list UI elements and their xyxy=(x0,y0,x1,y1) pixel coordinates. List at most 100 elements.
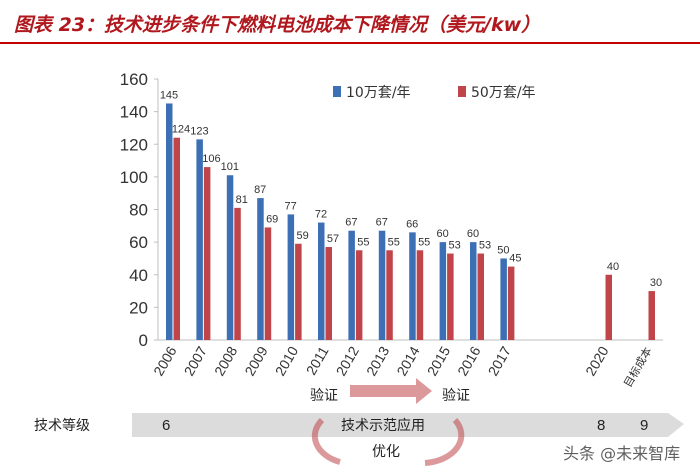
x-tick-label: 2011 xyxy=(303,343,332,377)
bar xyxy=(378,230,386,340)
cycle-arrow-right xyxy=(424,417,465,466)
bar xyxy=(507,266,515,340)
data-label: 55 xyxy=(357,236,369,248)
bar xyxy=(234,207,241,340)
x-tick-label: 2013 xyxy=(363,343,393,378)
bar xyxy=(257,198,264,340)
bar xyxy=(295,243,302,340)
x-tick-label: 2017 xyxy=(485,343,515,378)
x-tick-label: 目标成本 xyxy=(620,345,654,390)
data-label: 124 xyxy=(172,124,190,136)
bar xyxy=(409,232,416,340)
y-tick-label: 120 xyxy=(120,135,148,154)
bar xyxy=(264,227,272,340)
y-tick-label: 100 xyxy=(120,168,148,187)
bar xyxy=(470,242,477,340)
data-label: 66 xyxy=(406,218,418,230)
axes: 0 20 40 60 80 100 120 140 160 xyxy=(120,70,663,350)
data-label: 77 xyxy=(284,200,296,212)
bar xyxy=(287,214,295,340)
verify-right-label: 验证 xyxy=(442,388,470,404)
bar xyxy=(386,250,393,340)
legend-swatch-series2 xyxy=(458,86,466,97)
level-8: 8 xyxy=(597,417,605,434)
bar xyxy=(325,247,332,340)
x-tick-labels: 2006 2007 2008 2009 2010 2011 2012 2013 2014 2015… xyxy=(150,343,654,389)
data-label: 53 xyxy=(448,240,460,252)
bar xyxy=(196,139,203,340)
data-label: 53 xyxy=(479,240,491,252)
data-label: 145 xyxy=(160,89,178,101)
x-tick-label: 2010 xyxy=(272,343,302,378)
bar xyxy=(355,250,363,340)
bar xyxy=(226,175,234,340)
data-label: 87 xyxy=(254,184,266,196)
data-label: 67 xyxy=(376,217,388,229)
cycle-arrow-left xyxy=(311,417,341,465)
data-label: 57 xyxy=(327,233,339,245)
data-label: 45 xyxy=(509,253,521,265)
y-tick-label: 140 xyxy=(120,103,148,122)
data-label: 81 xyxy=(236,194,248,206)
y-tick-label: 20 xyxy=(129,298,148,317)
data-label: 50 xyxy=(497,244,509,256)
legend: 10万套/年 50万套/年 xyxy=(333,85,536,101)
data-label: 106 xyxy=(202,153,220,165)
verify-arrow xyxy=(350,378,432,404)
x-tick-label: 2008 xyxy=(211,343,241,378)
verify-left-label: 验证 xyxy=(310,388,338,404)
bar xyxy=(416,250,424,340)
bar xyxy=(648,291,655,340)
annotation-area: 验证 验证 技术等级 6 技术示范应用 8 9 优化 xyxy=(34,378,684,466)
x-tick-label: 2014 xyxy=(393,343,423,378)
data-label: 101 xyxy=(221,161,239,173)
data-labels: 145 123 101 87 77 72 67 67 66 60 60 50 124 106 81 69 59 5… xyxy=(160,89,662,289)
data-label: 123 xyxy=(190,125,208,137)
bar xyxy=(477,253,484,340)
bar xyxy=(166,103,173,340)
data-label: 60 xyxy=(467,228,479,240)
bars xyxy=(166,103,655,340)
legend-swatch-series1 xyxy=(333,86,341,97)
chart-title: 图表 23：技术进步条件下燃料电池成本下降情况（美元/kw） xyxy=(14,14,541,36)
x-tick-label: 2012 xyxy=(333,343,363,378)
y-tick-label: 0 xyxy=(139,331,148,350)
y-tick-label: 160 xyxy=(120,70,148,89)
x-tick-label: 2020 xyxy=(582,343,612,378)
bar xyxy=(348,230,355,340)
x-tick-label: 2015 xyxy=(424,343,454,378)
header: 图表 23：技术进步条件下燃料电池成本下降情况（美元/kw） xyxy=(0,0,700,44)
y-tick-label: 60 xyxy=(129,233,148,252)
y-tick-label: 40 xyxy=(129,266,148,285)
legend-label-series1: 10万套/年 xyxy=(346,85,411,101)
data-label: 55 xyxy=(388,236,400,248)
watermark: 头条 @未来智库 xyxy=(563,444,681,463)
title-rule xyxy=(0,42,700,44)
tech-level-label: 技术等级 xyxy=(34,417,90,434)
bar xyxy=(173,137,180,340)
bar xyxy=(203,167,211,340)
bar xyxy=(439,242,447,340)
legend-label-series2: 50万套/年 xyxy=(471,85,536,101)
x-tick-label: 2016 xyxy=(454,343,484,378)
x-tick-label: 2009 xyxy=(241,343,271,378)
optimize-label: 优化 xyxy=(372,444,400,460)
bar xyxy=(500,258,507,340)
data-label: 69 xyxy=(266,213,278,225)
data-label: 72 xyxy=(315,209,327,221)
data-label: 59 xyxy=(296,230,308,242)
demo-label: 技术示范应用 xyxy=(341,417,425,434)
data-label: 67 xyxy=(345,217,357,229)
x-tick-label: 2006 xyxy=(150,343,180,378)
data-label: 55 xyxy=(418,236,430,248)
level-9: 9 xyxy=(640,417,648,434)
y-tick-label: 80 xyxy=(129,201,148,220)
level-start: 6 xyxy=(162,417,170,434)
bar xyxy=(318,222,325,340)
bar xyxy=(605,274,612,340)
x-tick-label: 2007 xyxy=(181,343,211,378)
bar xyxy=(447,253,454,340)
tech-level-arrow xyxy=(132,413,684,437)
data-label: 40 xyxy=(607,261,619,273)
